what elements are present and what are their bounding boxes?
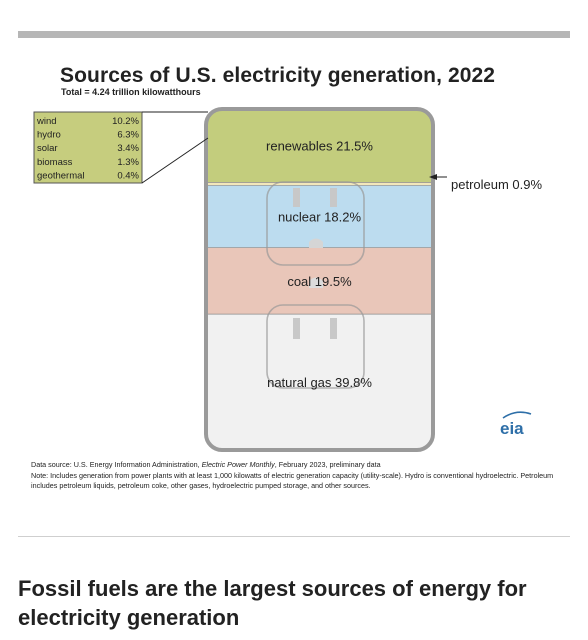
- chart-subtitle: Total = 4.24 trillion kilowatthours: [61, 87, 201, 97]
- article-heading: Fossil fuels are the largest sources of …: [18, 576, 527, 630]
- petroleum-callout: [429, 174, 447, 180]
- outlet-icon: [266, 181, 365, 389]
- note-text: Note: Includes generation from power pla…: [31, 470, 554, 491]
- segment-label-petroleum: petroleum 0.9%: [451, 177, 542, 192]
- breakdown-value-wind: 10.2%: [112, 116, 139, 127]
- outlet-plate-border: [204, 107, 435, 452]
- outlet-chart: renewables 21.5% petroleum 0.9% nuclear 18…: [33, 107, 542, 452]
- segment-label-natural-gas: natural gas 39.8%: [267, 375, 372, 390]
- segment-natural-gas: [206, 314, 433, 450]
- data-source-line: Data source: U.S. Energy Information Adm…: [31, 460, 381, 469]
- chart-title: Sources of U.S. electricity generation, …: [60, 64, 496, 87]
- segment-label-coal: coal 19.5%: [287, 274, 352, 289]
- breakdown-value-solar: 3.4%: [117, 143, 139, 154]
- breakdown-name-biomass: biomass: [37, 157, 73, 168]
- segment-nuclear: [206, 185, 433, 248]
- breakdown-value-biomass: 1.3%: [117, 157, 139, 168]
- renewables-breakdown-box: [33, 111, 209, 184]
- breakdown-name-solar: solar: [37, 143, 58, 154]
- eia-logo: eia: [500, 419, 524, 438]
- segment-petroleum: [206, 182, 433, 186]
- eia-logo-swoosh: [502, 411, 532, 419]
- breakdown-name-wind: wind: [36, 116, 57, 127]
- breakdown-name-geothermal: geothermal: [37, 170, 85, 181]
- segment-label-nuclear: nuclear 18.2%: [278, 210, 362, 225]
- source-note: Data source: U.S. Energy Information Adm…: [31, 460, 561, 492]
- top-divider: [18, 31, 570, 38]
- breakdown-name-hydro: hydro: [37, 130, 61, 141]
- segment-label-renewables: renewables 21.5%: [266, 139, 373, 154]
- breakdown-value-geothermal: 0.4%: [117, 170, 139, 181]
- segment-renewables: [206, 109, 433, 183]
- section-divider: [18, 536, 570, 537]
- breakdown-value-hydro: 6.3%: [117, 130, 139, 141]
